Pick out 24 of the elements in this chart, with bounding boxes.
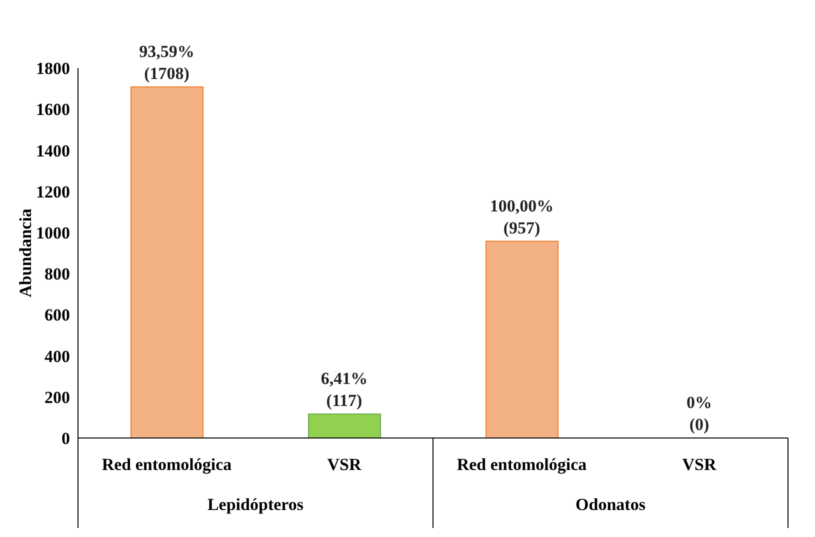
x-tick-label: VSR [327,455,362,474]
y-axis-title: Abundancia [16,208,36,298]
text: Lepidópteros [207,495,304,514]
data-label: 100,00% (957) [490,196,554,238]
y-tick-label: 1800 [36,59,70,78]
bar [130,86,204,438]
x-tick-label: Red entomológica [456,455,588,474]
x-tick-label: VSR [682,455,717,474]
bar [308,413,381,438]
data-label: 0% (0) [686,393,712,434]
y-tick-label: 200 [44,388,70,407]
y-tick-label: 400 [44,346,70,366]
text: Odonatos [576,495,646,514]
y-tick-label: 1000 [36,223,70,242]
y-tick-label: 0 [62,429,70,448]
y-tick-label: 800 [44,264,70,284]
y-tick-label: 1600 [36,100,70,120]
data-label: 6,41% (117) [320,368,368,410]
data-label: 93,59% (1708) [139,42,194,83]
y-tick-label: 1200 [36,182,70,202]
x-tick-label: Red entomológica [102,455,232,474]
bar [486,240,558,438]
y-tick-label: 600 [44,306,70,325]
y-tick-label: 1400 [36,141,70,160]
